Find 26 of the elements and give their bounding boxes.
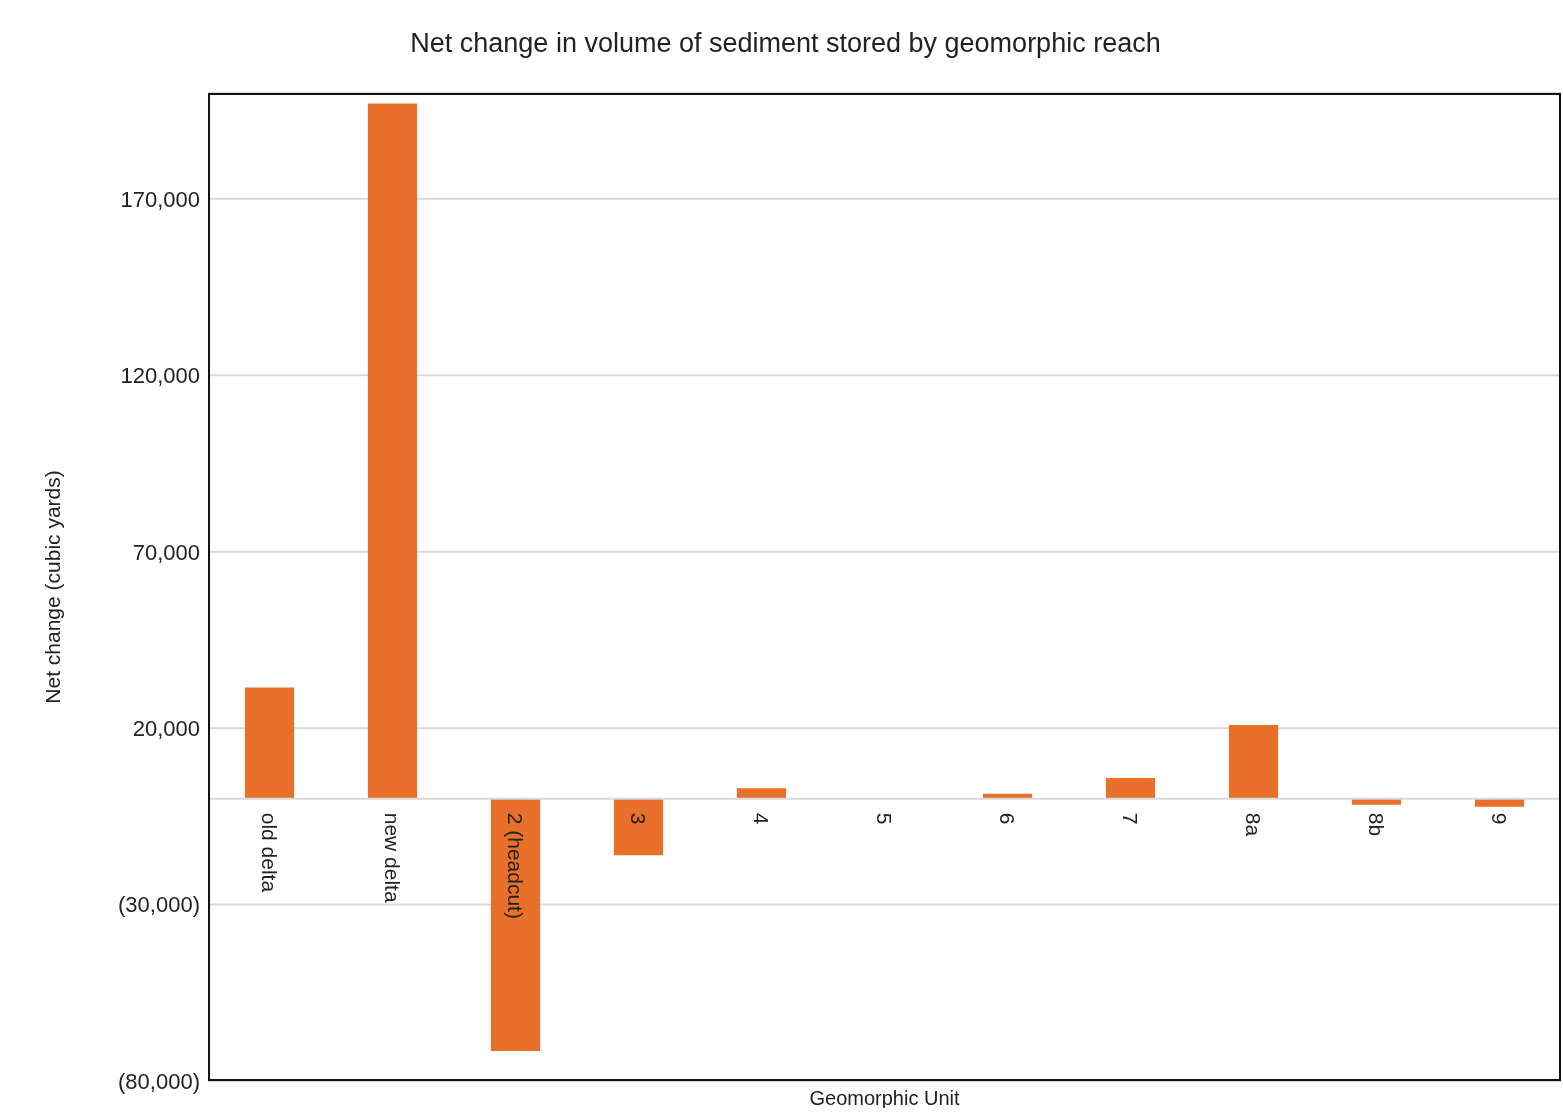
x-tick-label: 8a: [1242, 812, 1265, 837]
bar: [1228, 724, 1279, 799]
x-tick-label: 3: [627, 812, 650, 825]
y-tick-label: 170,000: [120, 186, 200, 212]
x-tick-label: 4: [750, 812, 773, 825]
bar: [736, 788, 787, 799]
y-tick-label: (30,000): [118, 892, 200, 918]
y-tick-label: 20,000: [132, 715, 200, 741]
bar: [490, 798, 541, 1052]
chart-title: Net change in volume of sediment stored by geomorphic reach: [409, 28, 1162, 59]
x-tick-label: 5: [873, 812, 896, 825]
y-tick-label: 120,000: [120, 363, 200, 389]
x-tick-label: 8b: [1365, 812, 1388, 837]
y-axis-title: Net change (cubic yards): [41, 470, 65, 704]
bar: [367, 103, 418, 799]
x-tick-label: 7: [1119, 812, 1142, 825]
y-tick-label: (80,000): [118, 1068, 200, 1094]
y-tick-label: 70,000: [132, 539, 200, 565]
x-tick-label: old delta: [258, 812, 281, 893]
bar: [1105, 777, 1156, 799]
x-tick-label: new delta: [381, 812, 404, 903]
bar: [613, 798, 664, 856]
bar: [244, 687, 295, 799]
x-tick-label: 2 (headcut): [504, 812, 527, 919]
x-tick-label: 9: [1488, 812, 1511, 825]
x-tick-label: 6: [996, 812, 1019, 825]
